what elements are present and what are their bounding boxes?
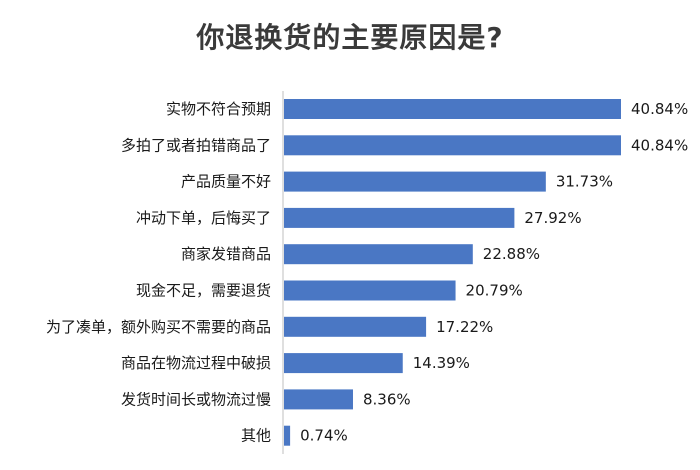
category-label-6: 为了凑单，额外购买不需要的商品 (46, 318, 271, 336)
value-label-1: 40.84% (631, 136, 688, 154)
value-label-2: 31.73% (556, 173, 613, 191)
bar-6 (284, 316, 427, 337)
value-label-0: 40.84% (631, 100, 688, 118)
category-label-1: 多拍了或者拍错商品了 (121, 136, 271, 154)
category-label-8: 发货时间长或物流过慢 (121, 390, 271, 408)
value-label-6: 17.22% (436, 318, 493, 336)
category-label-7: 商品在物流过程中破损 (121, 354, 271, 372)
bar-3 (284, 207, 515, 228)
category-label-0: 实物不符合预期 (166, 100, 271, 118)
bar-2 (284, 171, 546, 192)
category-label-3: 冲动下单，后悔买了 (136, 209, 271, 227)
category-label-4: 商家发错商品 (181, 245, 271, 263)
value-label-3: 27.92% (524, 209, 581, 227)
category-label-9: 其他 (241, 427, 271, 445)
category-label-5: 现金不足，需要退货 (136, 282, 271, 300)
chart-title: 你退换货的主要原因是? (196, 21, 504, 54)
value-label-7: 14.39% (413, 354, 470, 372)
bar-0 (284, 99, 621, 119)
value-label-4: 22.88% (483, 245, 540, 263)
bar-9 (284, 425, 291, 446)
bar-7 (284, 353, 403, 374)
bar-1 (284, 135, 621, 156)
value-label-5: 20.79% (466, 282, 523, 300)
value-label-9: 0.74% (300, 427, 348, 445)
bar-8 (284, 389, 353, 410)
value-label-8: 8.36% (363, 390, 411, 408)
bar-5 (284, 280, 456, 301)
category-label-2: 产品质量不好 (181, 173, 271, 191)
bar-4 (284, 244, 473, 265)
